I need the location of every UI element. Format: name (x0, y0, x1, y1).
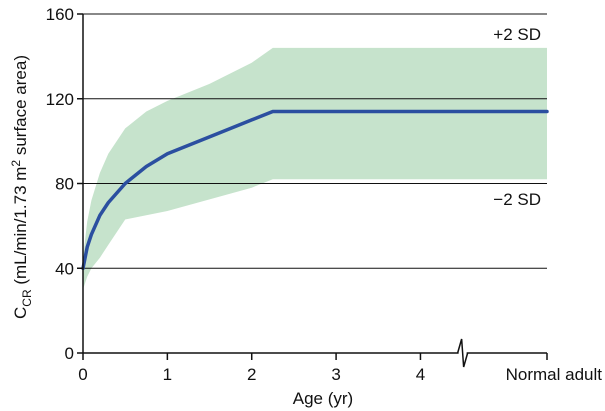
label-layer: Age (yr) CCR (mL/min/1.73 m2 surface are… (9, 5, 602, 408)
band-label-upper: +2 SD (493, 25, 541, 44)
x-tick-label-2: 2 (247, 365, 256, 384)
y-tick-label-120: 120 (46, 90, 74, 109)
x-axis-break-mark (456, 338, 469, 368)
x-tick-label-5: Normal adult (506, 365, 603, 384)
y-tick-label-40: 40 (55, 259, 74, 278)
y-tick-label-160: 160 (46, 5, 74, 24)
axis-layer (77, 13, 548, 368)
y-axis-title-units-superscript: 2 (9, 160, 23, 167)
x-tick-label-4: 4 (416, 365, 425, 384)
x-tick-label-0: 0 (78, 365, 87, 384)
band-label-lower: −2 SD (493, 190, 541, 209)
y-tick-label-80: 80 (55, 175, 74, 194)
y-axis-title-main: C (11, 307, 30, 319)
band-layer (83, 47, 547, 290)
mean-line (81, 109, 549, 271)
y-axis-title-subscript: CR (20, 289, 34, 307)
y-axis-title: CCR (mL/min/1.73 m2 surface area) (9, 55, 34, 319)
y-axis-title-units-prefix: (mL/min/1.73 m (11, 167, 30, 290)
line-layer (81, 109, 549, 271)
y-tick-label-0: 0 (65, 344, 74, 363)
grid-layer (83, 13, 547, 269)
y-axis-title-units-suffix: surface area) (11, 55, 30, 160)
x-tick-label-3: 3 (331, 365, 340, 384)
x-tick-label-1: 1 (163, 365, 172, 384)
x-axis-title: Age (yr) (293, 389, 353, 408)
sd-band (83, 47, 547, 290)
